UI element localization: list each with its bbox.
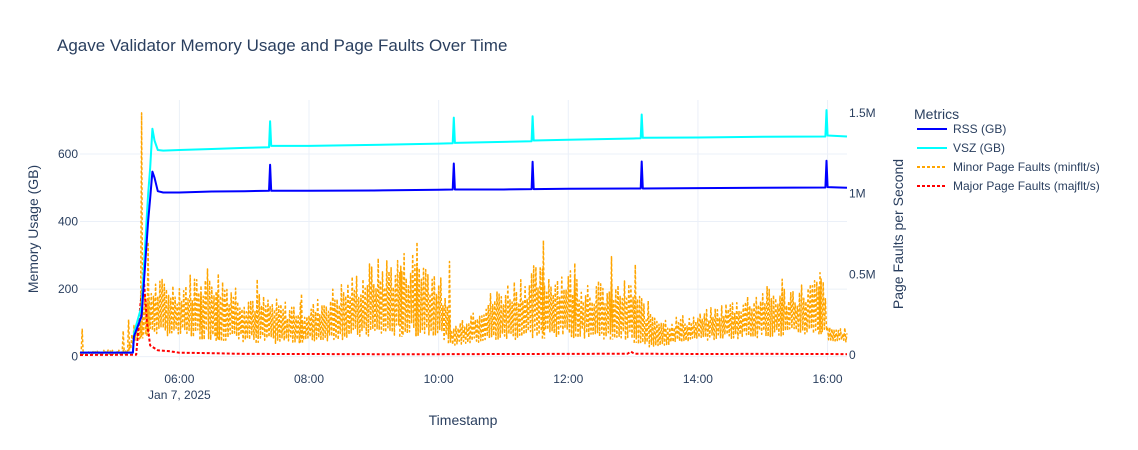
series-line-vsz: [80, 109, 848, 354]
x-tick-label: 16:00: [813, 372, 843, 386]
minor-fault-spike: [126, 318, 131, 353]
minor-fault-spike: [415, 241, 419, 337]
x-axis-title: Timestamp: [429, 412, 498, 428]
minor-fault-spike: [80, 328, 84, 355]
chart-title: Agave Validator Memory Usage and Page Fa…: [57, 36, 507, 55]
y2-axis-title: Page Faults per Second: [890, 159, 906, 309]
minor-fault-spike: [215, 293, 220, 341]
minor-fault-spike: [255, 278, 259, 343]
minor-fault-spike: [447, 260, 452, 344]
y-tick-label: 0: [71, 350, 78, 364]
y-tick-label: 200: [58, 282, 78, 296]
legend-item-label: RSS (GB): [953, 122, 1006, 136]
minor-fault-spike: [139, 112, 144, 339]
x-tick-sublabel: Jan 7, 2025: [148, 388, 211, 402]
minor-fault-spike: [572, 262, 577, 338]
minor-fault-spike: [818, 272, 822, 335]
y2-tick-label: 0.5M: [849, 267, 876, 281]
x-tick-label: 14:00: [683, 372, 713, 386]
y2-tick-label: 1.5M: [849, 106, 876, 120]
series-line-minor-page-faults: [79, 252, 848, 356]
x-tick-label: 06:00: [164, 372, 194, 386]
legend[interactable]: Metrics RSS (GB) VSZ (GB) Minor Page Fault…: [914, 106, 1100, 193]
x-tick-label: 08:00: [294, 372, 324, 386]
y2-tick-label: 0: [849, 348, 856, 362]
x-tick-label: 12:00: [553, 372, 583, 386]
legend-item-label: VSZ (GB): [953, 141, 1005, 155]
minor-fault-spike: [299, 293, 304, 343]
legend-title: Metrics: [914, 106, 959, 122]
series-line-major-page-faults: [79, 276, 848, 356]
legend-item-label: Major Page Faults (majflt/s): [953, 179, 1100, 193]
minor-fault-spike: [399, 265, 403, 337]
y-tick-label: 600: [58, 147, 78, 161]
plot-area: [79, 109, 848, 356]
minor-fault-spike: [146, 241, 150, 336]
minor-fault-spike: [199, 284, 203, 340]
series-line-rss: [80, 159, 848, 354]
minor-fault-spike: [121, 330, 126, 355]
minor-fault-spike: [541, 239, 546, 339]
x-tick-label: 10:00: [424, 372, 454, 386]
minor-fault-spike: [609, 255, 614, 340]
y-axis-title: Memory Usage (GB): [25, 165, 41, 293]
y-tick-label: 400: [58, 215, 78, 229]
axes: 06:00 Jan 7, 2025 08:00 10:00 12:00 14:00 16:0…: [58, 106, 876, 402]
minor-fault-spike: [780, 278, 785, 337]
y2-tick-label: 1M: [849, 187, 866, 201]
legend-item-label: Minor Page Faults (minflt/s): [953, 160, 1100, 174]
minor-fault-spike: [633, 263, 638, 343]
